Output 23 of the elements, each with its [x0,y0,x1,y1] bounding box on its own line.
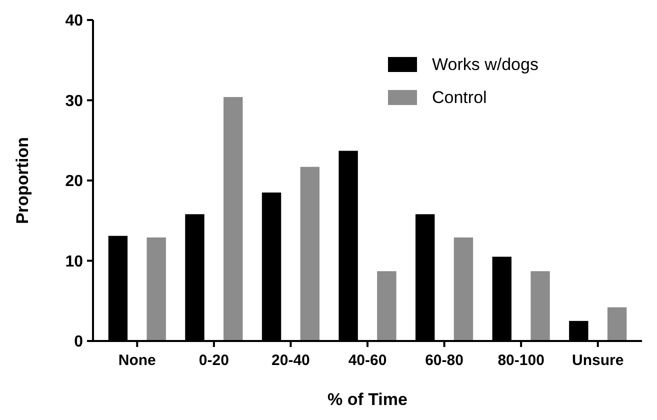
y-tick-label: 40 [65,12,84,30]
bar [454,237,474,341]
y-tick-label: 10 [65,253,84,270]
bar [300,166,320,341]
bar [377,271,396,341]
bar [530,271,550,341]
legend-label: Works w/dogs [432,54,538,74]
legend-label: Control [432,88,487,107]
x-tick-label: 20-40 [272,352,310,369]
bar [146,237,166,341]
x-tick-label: 80-100 [498,352,544,369]
y-tick-label: 20 [65,173,84,190]
bar [224,97,243,341]
x-tick-label: Unsure [572,352,624,369]
x-tick-label: 0-20 [198,352,229,369]
x-tick-label: None [118,352,156,369]
y-tick-label: 0 [74,334,84,351]
bar [607,307,627,341]
x-tick-label: 60-80 [425,352,464,369]
x-axis-title: % of Time [328,390,408,409]
y-axis-title: Proportion [13,137,32,224]
x-tick-label: 40-60 [348,352,387,369]
y-tick-label: 30 [65,92,84,110]
